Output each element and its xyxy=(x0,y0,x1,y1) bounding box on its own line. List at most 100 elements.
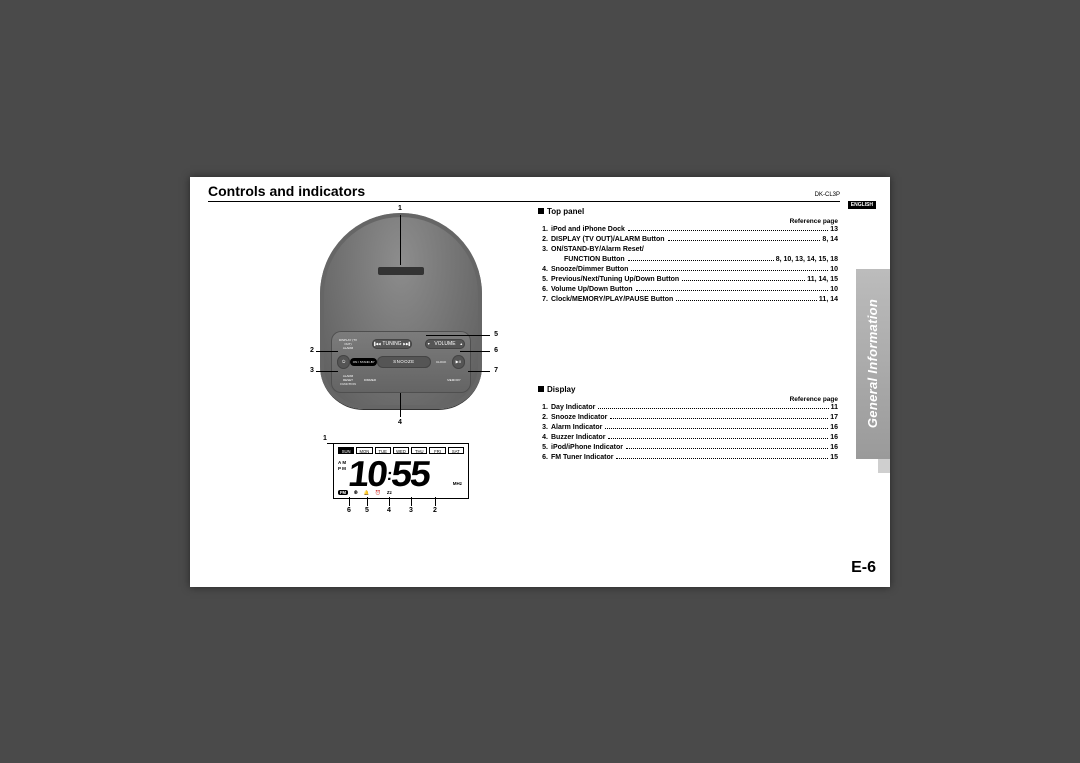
item-page: 15 xyxy=(830,453,844,463)
dcallout-3: 3 xyxy=(409,507,413,514)
item-page: 16 xyxy=(830,433,844,443)
callout-1: 1 xyxy=(398,205,402,212)
dcallout-1: 1 xyxy=(323,435,327,442)
function-label: ALARMRESET FUNCTION xyxy=(337,374,359,386)
item-number: 5. xyxy=(538,443,548,453)
callout-7: 7 xyxy=(494,367,498,374)
section-tab: General Information xyxy=(856,269,890,459)
item-page: 10 xyxy=(830,285,844,295)
item-page: 16 xyxy=(830,423,844,433)
manual-page: Controls and indicators DK-CL3P ENGLISH … xyxy=(190,177,890,587)
reference-page-label: Reference page xyxy=(538,218,844,225)
leader-dots xyxy=(631,270,828,271)
toc-item: 7.Clock/MEMORY/PLAY/PAUSE Button11, 14 xyxy=(538,295,844,305)
toc-item: 4.Snooze/Dimmer Button10 xyxy=(538,265,844,275)
buzzer-indicator-icon: 🔔 xyxy=(364,490,370,496)
item-label: Snooze Indicator xyxy=(551,413,607,423)
item-number: 7. xyxy=(538,295,548,305)
item-page: 11, 14, 15 xyxy=(807,275,844,285)
toc-item: 5.iPod/iPhone Indicator 16 xyxy=(538,443,844,453)
fm-indicator: FM xyxy=(338,490,348,495)
leader-dots xyxy=(676,300,817,301)
device-body: DISPLAY (TV OUT) ALARM ▐◀◀ TUNING ▶▶▌ ▼ … xyxy=(320,213,482,409)
toc-item: 6.FM Tuner Indicator 15 xyxy=(538,453,844,463)
toc-item: 5.Previous/Next/Tuning Up/Down Button 11,… xyxy=(538,275,844,285)
language-tag: ENGLISH xyxy=(848,201,876,209)
leader-dots xyxy=(628,230,828,231)
clock-label: CLOCK xyxy=(431,360,452,364)
toc-item: 6.Volume Up/Down Button10 xyxy=(538,285,844,295)
item-label: FM Tuner Indicator xyxy=(551,453,613,463)
item-label: iPod/iPhone Indicator xyxy=(551,443,623,453)
figure-column: DISPLAY (TV OUT) ALARM ▐◀◀ TUNING ▶▶▌ ▼ … xyxy=(296,213,506,517)
item-number: 3. xyxy=(538,245,548,255)
alarm-indicator-icon: ⏰ xyxy=(375,490,381,496)
day-fri: FRI xyxy=(429,447,445,454)
dimmer-label: DIMMER xyxy=(359,378,381,382)
callout-4: 4 xyxy=(398,419,402,426)
toc-item: 3.Alarm Indicator 16 xyxy=(538,423,844,433)
item-label: Alarm Indicator xyxy=(551,423,602,433)
item-label: iPod and iPhone Dock xyxy=(551,225,625,235)
item-number: 3. xyxy=(538,423,548,433)
item-number: 5. xyxy=(538,275,548,285)
toc-item: 3.ON/STAND-BY/Alarm Reset/ xyxy=(538,245,844,255)
ipod-indicator-icon: ⦾ xyxy=(354,490,358,495)
leader-dots xyxy=(682,280,805,281)
square-bullet-icon xyxy=(538,386,544,392)
leader-dots xyxy=(605,428,828,429)
item-page: 17 xyxy=(830,413,844,423)
section-title: Top panel xyxy=(547,207,584,216)
toc-item: 1.Day Indicator11 xyxy=(538,403,844,413)
item-label: ON/STAND-BY/Alarm Reset/ xyxy=(551,245,644,255)
lcd-frame: SUN MON TUE WED THU FRI SAT A MP M 10:55… xyxy=(333,443,469,499)
item-label: FUNCTION Button xyxy=(564,255,625,265)
section-heading: Display xyxy=(538,385,844,394)
item-number: 6. xyxy=(538,285,548,295)
volume-pill: ▼ VOLUME ▲ xyxy=(425,339,465,349)
reference-page-label: Reference page xyxy=(538,396,844,403)
clock-time: 10:55 xyxy=(346,453,431,495)
control-panel: DISPLAY (TV OUT) ALARM ▐◀◀ TUNING ▶▶▌ ▼ … xyxy=(331,331,471,393)
tuning-pill: ▐◀◀ TUNING ▶▶▌ xyxy=(372,339,412,349)
leader-dots xyxy=(608,438,828,439)
leader-dots xyxy=(636,290,829,291)
item-number: 4. xyxy=(538,433,548,443)
dcallout-4: 4 xyxy=(387,507,391,514)
dcallout-6: 6 xyxy=(347,507,351,514)
item-number: 6. xyxy=(538,453,548,463)
square-bullet-icon xyxy=(538,208,544,214)
callout-6: 6 xyxy=(494,347,498,354)
item-page: 16 xyxy=(830,443,844,453)
dock-slot xyxy=(378,267,424,275)
page-header: Controls and indicators DK-CL3P xyxy=(208,183,840,202)
item-page: 8, 14 xyxy=(822,235,844,245)
item-number: 4. xyxy=(538,265,548,275)
leader-dots xyxy=(628,260,774,261)
side-marker xyxy=(878,459,890,473)
callout-3: 3 xyxy=(310,367,314,374)
display-alarm-label: DISPLAY (TV OUT) ALARM xyxy=(337,338,359,350)
section-title: Display xyxy=(547,385,575,394)
item-label: Clock/MEMORY/PLAY/PAUSE Button xyxy=(551,295,673,305)
toc-item: 2.DISPLAY (TV OUT)/ALARM Button8, 14 xyxy=(538,235,844,245)
toc-item: 4.Buzzer Indicator16 xyxy=(538,433,844,443)
display-figure: SUN MON TUE WED THU FRI SAT A MP M 10:55… xyxy=(321,435,481,517)
item-number: 2. xyxy=(538,413,548,423)
toc-item: 1.iPod and iPhone Dock13 xyxy=(538,225,844,235)
snooze-indicator-icon: Zz xyxy=(387,490,392,495)
item-page: 13 xyxy=(830,225,844,235)
snooze-button: SNOOZE xyxy=(377,356,431,368)
leader-dots xyxy=(626,448,828,449)
leader-dots xyxy=(616,458,828,459)
item-label: DISPLAY (TV OUT)/ALARM Button xyxy=(551,235,665,245)
item-label: Previous/Next/Tuning Up/Down Button xyxy=(551,275,679,285)
play-button: ▶II xyxy=(452,355,465,369)
dcallout-2: 2 xyxy=(433,507,437,514)
leader-dots xyxy=(610,418,828,419)
section-tab-label: General Information xyxy=(866,299,881,428)
callout-2: 2 xyxy=(310,347,314,354)
model-code: DK-CL3P xyxy=(815,192,840,198)
ampm-indicator: A MP M xyxy=(338,460,346,472)
item-number: 1. xyxy=(538,403,548,413)
